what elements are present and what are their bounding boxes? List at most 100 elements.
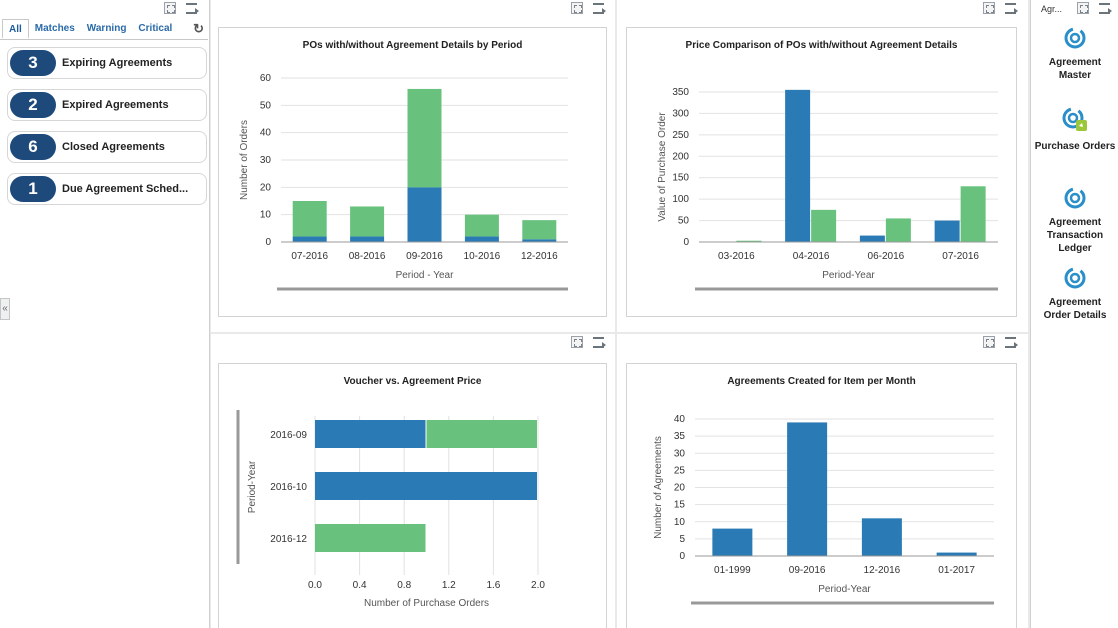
y-tick-label: 10: [260, 210, 272, 221]
y-tick-label: 150: [672, 173, 689, 184]
refresh-icon[interactable]: ↻: [193, 20, 204, 36]
menu-icon[interactable]: [1005, 2, 1018, 14]
y-tick-label: 25: [674, 465, 686, 476]
stacked-bar-chart: 0 10 20 30 40 50 60 07-2016 08-2016 09-2016 10-201…: [239, 73, 568, 291]
alert-label: Expiring Agreements: [62, 57, 173, 69]
bar: [787, 422, 828, 556]
y-tick-label: 50: [260, 100, 272, 111]
y-tick-label: 2016-10: [270, 482, 307, 493]
y-tick-label: 100: [672, 194, 689, 205]
bar: [350, 206, 385, 237]
horizontal-bar-chart: 0.0 0.4 0.8 1.2 1.6 2.0 2016-09 2016-10 2016-12 N…: [236, 410, 545, 609]
y-tick-label: 0: [265, 237, 271, 248]
x-tick-label: 1.2: [442, 580, 456, 591]
y-tick-label: 250: [672, 130, 689, 141]
expand-icon[interactable]: [983, 336, 995, 348]
x-axis-title: Period - Year: [396, 270, 454, 281]
expand-icon[interactable]: [1077, 2, 1089, 14]
springboard-header[interactable]: Agr...: [1041, 4, 1063, 14]
collapse-pane-handle[interactable]: «: [0, 298, 10, 320]
alert-count: 6: [10, 134, 56, 160]
bar: [464, 214, 499, 237]
expand-icon[interactable]: [983, 2, 995, 14]
y-tick-label: 0: [683, 237, 689, 248]
x-tick-label: 10-2016: [464, 251, 501, 262]
chart-title: Price Comparison of POs with/without Agr…: [685, 40, 958, 51]
y-tick-label: 2016-09: [270, 430, 307, 441]
alert-count: 3: [10, 50, 56, 76]
menu-icon[interactable]: [593, 336, 606, 348]
tab-all[interactable]: All: [2, 18, 29, 39]
chart-title: POs with/without Agreement Details by Pe…: [302, 40, 523, 51]
bar-chart: 0 5 10 15 20 25 30 35 40 01-1999 09-2016 12-2016 01-…: [653, 414, 994, 605]
y-tick-label: 30: [674, 448, 686, 459]
x-tick-label: 2.0: [531, 580, 545, 591]
y-tick-label: 20: [674, 483, 686, 494]
chart-pane-4: Agreements Created for Item per Month 0 5…: [617, 334, 1028, 628]
x-tick-label: 0.8: [397, 580, 411, 591]
menu-icon[interactable]: [1099, 2, 1112, 14]
alert-label: Expired Agreements: [62, 99, 169, 111]
tab-matches[interactable]: Matches: [34, 22, 75, 34]
alert-tabs: All Matches Warning Critical ↻: [0, 18, 208, 40]
bar: [960, 186, 986, 242]
bar: [426, 420, 537, 448]
purchase-orders-icon: [1062, 107, 1087, 131]
y-tick-label: 40: [674, 414, 686, 425]
bar: [350, 236, 385, 242]
y-tick-label: 20: [260, 182, 272, 193]
expand-icon[interactable]: [571, 336, 583, 348]
alerts-pane: All Matches Warning Critical ↻ 3 Expirin…: [0, 0, 210, 628]
expand-icon[interactable]: [571, 2, 583, 14]
x-tick-label: 12-2016: [521, 251, 558, 262]
agreement-master-icon: [1064, 27, 1086, 49]
bar: [885, 218, 911, 242]
bar: [736, 240, 762, 242]
chart-title: Voucher vs. Agreement Price: [343, 376, 482, 387]
y-tick-label: 10: [674, 517, 686, 528]
x-tick-label: 08-2016: [349, 251, 386, 262]
bar: [522, 220, 557, 240]
expand-icon[interactable]: [164, 2, 176, 14]
menu-icon[interactable]: [186, 2, 199, 14]
y-axis-title: Value of Purchase Order: [657, 112, 668, 222]
y-tick-label: 200: [672, 151, 689, 162]
alert-expiring-agreements[interactable]: 3 Expiring Agreements: [7, 47, 207, 79]
x-tick-label: 0.0: [308, 580, 322, 591]
y-tick-label: 35: [674, 431, 686, 442]
menu-icon[interactable]: [1005, 336, 1018, 348]
x-tick-label: 07-2016: [942, 251, 979, 262]
springboard-agreement-transaction-ledger[interactable]: Agreement Transaction Ledger: [1034, 186, 1116, 255]
alert-expired-agreements[interactable]: 2 Expired Agreements: [7, 89, 207, 121]
agreement-order-details-icon: [1064, 267, 1086, 289]
tab-warning[interactable]: Warning: [86, 22, 127, 34]
menu-icon[interactable]: [593, 2, 606, 14]
springboard-purchase-orders[interactable]: Purchase Orders: [1034, 106, 1116, 153]
bar: [861, 518, 902, 556]
chart-card-pos-by-period: POs with/without Agreement Details by Pe…: [218, 27, 607, 317]
alert-closed-agreements[interactable]: 6 Closed Agreements: [7, 131, 207, 163]
alert-label: Due Agreement Sched...: [62, 183, 189, 195]
y-tick-label: 60: [260, 73, 272, 84]
chart-title: Agreements Created for Item per Month: [727, 376, 916, 387]
y-tick-label: 5: [679, 534, 685, 545]
y-tick-label: 40: [260, 128, 272, 139]
chart-pane-3: Voucher vs. Agreement Price 0.0 0.4 0.8 1.2…: [211, 334, 615, 628]
alert-label: Closed Agreements: [62, 141, 165, 153]
grouped-bar-chart: 0 50 100 150 200 250 300 350 03-2016 04-2016 06-20…: [657, 87, 998, 291]
springboard-agreement-order-details[interactable]: Agreement Order Details: [1034, 266, 1116, 322]
springboard-agreement-master[interactable]: Agreement Master: [1034, 26, 1116, 82]
x-tick-label: 01-1999: [714, 565, 751, 576]
x-tick-label: 12-2016: [864, 565, 901, 576]
alert-count: 1: [10, 176, 56, 202]
chart-card-agreements-created: Agreements Created for Item per Month 0 5…: [626, 363, 1017, 628]
bar: [934, 220, 960, 242]
tab-critical[interactable]: Critical: [138, 22, 173, 34]
alert-due-agreement-schedule[interactable]: 1 Due Agreement Sched...: [7, 173, 207, 205]
y-axis-title: Number of Orders: [239, 120, 250, 200]
springboard-pane: Agr...: [1030, 0, 1118, 628]
bar: [859, 235, 885, 242]
y-tick-label: 350: [672, 87, 689, 98]
x-axis-title: Period-Year: [818, 584, 871, 595]
bar: [315, 420, 426, 448]
